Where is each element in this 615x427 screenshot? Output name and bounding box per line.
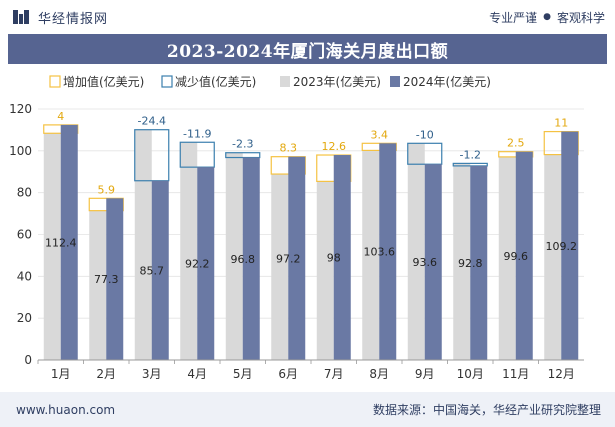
legend-label-dec: 减少值(亿美元) xyxy=(175,74,256,89)
value-label-2024: 97.2 xyxy=(276,252,301,265)
y-tick-label: 100 xyxy=(9,144,32,158)
footer: www.huaon.com 数据来源：中国海关，华经产业研究院整理 xyxy=(0,392,615,427)
x-tick-label: 1月 xyxy=(51,367,71,381)
value-label-2024: 85.7 xyxy=(140,264,165,277)
tagline: 专业严谨 ● 客观科学 xyxy=(489,9,605,26)
bar-2024 xyxy=(60,124,78,360)
website-link[interactable]: www.huaon.com xyxy=(16,402,116,417)
bar-2023 xyxy=(453,163,471,360)
legend-swatch-2024 xyxy=(390,76,400,87)
decrease-label: -2.3 xyxy=(232,138,253,151)
x-tick-label: 12月 xyxy=(548,367,575,381)
legend-label-inc: 增加值(亿美元) xyxy=(63,74,144,89)
increase-label: 3.4 xyxy=(371,128,389,141)
brand[interactable]: 华经情报网 xyxy=(12,8,108,27)
increase-label: 2.5 xyxy=(507,137,525,150)
decrease-label: -10 xyxy=(416,128,434,141)
x-tick-label: 8月 xyxy=(369,367,389,381)
bullet-icon: ● xyxy=(543,12,551,22)
x-tick-label: 11月 xyxy=(502,367,529,381)
legend-swatch-increase xyxy=(49,75,61,88)
x-tick-label: 7月 xyxy=(324,367,344,381)
decrease-box xyxy=(452,162,488,167)
x-tick-label: 2月 xyxy=(96,367,116,381)
bar-2023 xyxy=(134,129,152,360)
bar-2024 xyxy=(470,165,488,360)
y-tick-label: 20 xyxy=(17,311,32,325)
x-tick-label: 10月 xyxy=(457,367,484,381)
y-tick-label: 40 xyxy=(17,269,32,283)
data-source: 数据来源：中国海关，华经产业研究院整理 xyxy=(372,403,601,417)
legend-label-y24: 2024年(亿美元) xyxy=(403,74,491,89)
value-label-2024: 98 xyxy=(327,252,341,265)
tagline-left: 专业严谨 xyxy=(489,10,538,25)
logo-icon xyxy=(13,10,29,24)
increase-label: 12.6 xyxy=(322,140,347,153)
tagline-right: 客观科学 xyxy=(556,10,605,25)
bar-2023 xyxy=(498,156,516,360)
bar-2023 xyxy=(407,143,425,360)
bar-2023 xyxy=(362,150,380,360)
decrease-label: -24.4 xyxy=(138,115,166,128)
bar-2024 xyxy=(379,143,397,360)
value-label-2024: 96.8 xyxy=(231,253,256,266)
y-tick-label: 60 xyxy=(17,228,32,242)
bar-chart: 增加值(亿美元) 减少值(亿美元) 2023年(亿美元) 2024年(亿美元) 0 20 4… xyxy=(9,74,584,381)
increase-label: 11 xyxy=(554,117,568,130)
bar-2023 xyxy=(271,174,289,360)
bar-2024 xyxy=(288,156,306,360)
x-tick-label: 9月 xyxy=(415,367,435,381)
legend-swatch-2023 xyxy=(280,76,290,87)
y-tick-label: 80 xyxy=(17,186,32,200)
value-label-2024: 99.6 xyxy=(504,250,529,263)
x-tick-label: 5月 xyxy=(233,367,253,381)
value-label-2024: 92.2 xyxy=(185,258,210,271)
title-bar: 2023-2024年厦门海关月度出口额 xyxy=(8,34,607,64)
brand-name: 华经情报网 xyxy=(38,11,109,27)
bar-2023 xyxy=(43,133,61,360)
bar-2023 xyxy=(180,142,198,360)
bar-2024 xyxy=(515,151,533,360)
legend-label-y23: 2023年(亿美元) xyxy=(293,74,381,89)
value-label-2024: 77.3 xyxy=(94,273,119,286)
value-label-2024: 103.6 xyxy=(364,246,396,259)
value-label-2024: 109.2 xyxy=(546,240,578,253)
decrease-label: -1.2 xyxy=(460,148,481,161)
bar-2024 xyxy=(106,198,124,360)
value-label-2024: 112.4 xyxy=(45,236,77,249)
top-bar: 华经情报网 专业严谨 ● 客观科学 xyxy=(0,0,615,34)
value-label-2024: 93.6 xyxy=(413,256,438,269)
chart-title: 2023-2024年厦门海关月度出口额 xyxy=(166,41,449,62)
x-tick-label: 3月 xyxy=(142,367,162,381)
x-tick-label: 4月 xyxy=(187,367,207,381)
legend-swatch-decrease xyxy=(161,75,173,88)
bar-2024 xyxy=(561,131,579,360)
bar-2023 xyxy=(225,152,243,360)
y-tick-label: 120 xyxy=(9,102,32,116)
increase-label: 5.9 xyxy=(98,183,116,196)
value-label-2024: 92.8 xyxy=(458,257,483,270)
bar-2024 xyxy=(197,167,215,360)
bar-2024 xyxy=(151,180,169,360)
increase-label: 8.3 xyxy=(280,142,298,155)
decrease-label: -11.9 xyxy=(183,127,211,140)
bar-2024 xyxy=(333,155,351,360)
bar-2024 xyxy=(424,164,442,360)
bar-2024 xyxy=(242,157,260,360)
increase-label: 4 xyxy=(57,110,64,123)
y-tick-label: 0 xyxy=(24,353,32,367)
bar-2023 xyxy=(544,154,562,360)
x-tick-label: 6月 xyxy=(278,367,298,381)
bar-2023 xyxy=(89,210,107,360)
bar-2023 xyxy=(316,181,334,360)
